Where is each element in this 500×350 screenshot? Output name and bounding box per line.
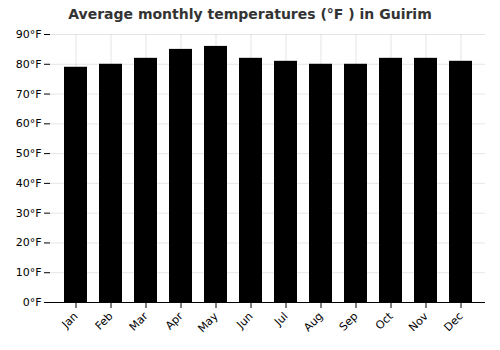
svg-text:Jul: Jul: [271, 310, 290, 329]
svg-text:90°F: 90°F: [16, 28, 42, 41]
svg-text:20°F: 20°F: [16, 236, 42, 249]
svg-text:Jan: Jan: [59, 310, 81, 332]
svg-text:Mar: Mar: [127, 309, 151, 333]
svg-text:40°F: 40°F: [16, 177, 42, 190]
svg-text:Dec: Dec: [441, 310, 465, 334]
svg-text:60°F: 60°F: [16, 117, 42, 130]
svg-text:Feb: Feb: [93, 310, 116, 333]
svg-text:Nov: Nov: [406, 309, 431, 334]
svg-text:Apr: Apr: [163, 309, 186, 332]
svg-text:Jun: Jun: [234, 310, 256, 332]
svg-text:Oct: Oct: [373, 309, 396, 332]
svg-text:Sep: Sep: [337, 310, 361, 334]
svg-text:70°F: 70°F: [16, 88, 42, 101]
svg-text:80°F: 80°F: [16, 58, 42, 71]
svg-text:0°F: 0°F: [23, 296, 42, 309]
svg-text:Aug: Aug: [301, 310, 325, 334]
svg-text:30°F: 30°F: [16, 207, 42, 220]
svg-text:50°F: 50°F: [16, 147, 42, 160]
svg-text:May: May: [195, 309, 221, 335]
html-text:Average monthly temperatures (: Average monthly temperatures (°F ) in Gu…: [68, 6, 432, 22]
svg-text:10°F: 10°F: [16, 266, 42, 279]
